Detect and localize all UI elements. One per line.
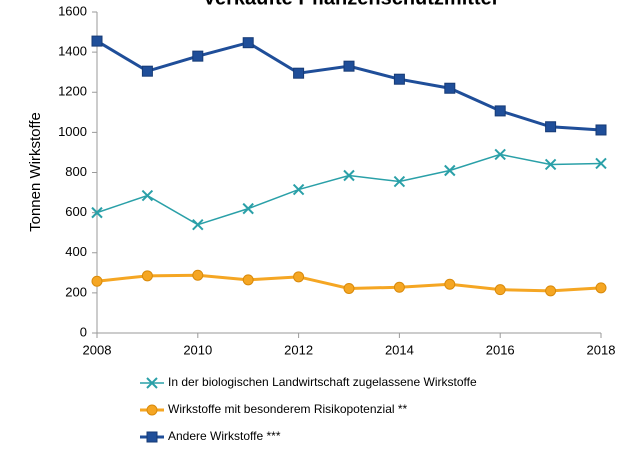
y-tick-label: 1400	[58, 44, 87, 59]
marker	[141, 270, 153, 282]
marker	[343, 169, 355, 182]
marker	[444, 82, 456, 94]
marker	[293, 271, 305, 283]
marker	[544, 158, 557, 171]
y-tick-label: 600	[65, 204, 87, 219]
y-tick-label: 800	[65, 164, 87, 179]
x-tick-label: 2018	[587, 342, 616, 357]
marker	[242, 202, 254, 215]
y-tick-label: 1200	[58, 84, 87, 99]
marker	[393, 281, 405, 293]
series-line	[96, 153, 602, 226]
marker	[494, 105, 506, 117]
y-tick-label: 400	[65, 244, 87, 259]
legend-marker	[146, 431, 158, 443]
chart-title: Verkaufte Pflanzenschutzmittel	[203, 0, 498, 9]
marker	[343, 282, 355, 294]
marker	[242, 37, 254, 49]
legend-label: Andere Wirkstoffe ***	[168, 429, 281, 443]
legend-marker	[146, 404, 158, 416]
y-tick-label: 1600	[58, 3, 87, 18]
marker	[494, 284, 506, 296]
x-tick-label: 2016	[486, 342, 515, 357]
x-tick-label: 2014	[385, 342, 414, 357]
marker	[141, 65, 153, 77]
marker	[595, 124, 607, 136]
legend-entry: Andere Wirkstoffe ***	[140, 429, 281, 443]
y-tick-label: 0	[80, 324, 87, 339]
x-tick-label: 2010	[183, 342, 212, 357]
marker	[444, 278, 456, 290]
marker	[91, 35, 103, 47]
marker	[494, 148, 506, 161]
marker	[91, 275, 103, 287]
x-tick-label: 2008	[83, 342, 112, 357]
marker	[595, 282, 607, 294]
legend-entry: Wirkstoffe mit besonderem Risikopotenzia…	[140, 402, 408, 416]
marker	[242, 274, 254, 286]
marker	[393, 175, 406, 188]
y-tick-label: 200	[65, 284, 87, 299]
y-axis-label: Tonnen Wirkstoffe	[27, 112, 44, 232]
series-line	[96, 39, 602, 132]
marker	[343, 60, 355, 72]
legend-entry: In der biologischen Landwirtschaft zugel…	[140, 375, 477, 389]
marker	[545, 121, 557, 133]
marker	[192, 50, 204, 62]
x-tick-label: 2012	[284, 342, 313, 357]
marker	[141, 189, 154, 202]
marker	[545, 285, 557, 297]
marker	[444, 164, 456, 177]
legend-marker	[146, 377, 158, 389]
marker	[595, 157, 607, 170]
marker	[293, 67, 305, 79]
marker	[292, 183, 305, 196]
marker	[192, 269, 204, 281]
marker	[91, 206, 103, 219]
legend-label: Wirkstoffe mit besonderem Risikopotenzia…	[168, 402, 408, 416]
y-tick-label: 1000	[58, 124, 87, 139]
marker	[192, 218, 204, 231]
legend-label: In der biologischen Landwirtschaft zugel…	[168, 375, 477, 389]
marker	[393, 73, 405, 85]
